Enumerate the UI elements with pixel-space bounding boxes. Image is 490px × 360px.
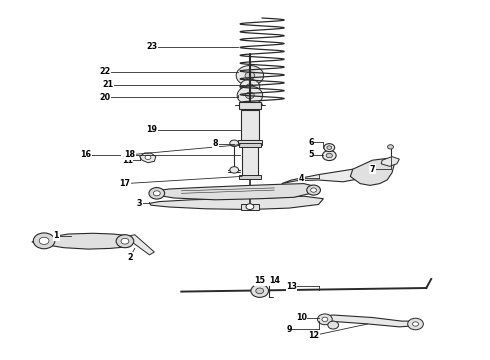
Circle shape (327, 146, 332, 149)
Text: 17: 17 (120, 179, 130, 188)
Text: 18: 18 (124, 150, 135, 159)
Text: 22: 22 (100, 68, 111, 77)
Polygon shape (152, 184, 318, 200)
Text: 19: 19 (147, 125, 157, 134)
Circle shape (230, 140, 239, 147)
Circle shape (326, 153, 332, 158)
Text: 10: 10 (296, 313, 307, 322)
Circle shape (145, 155, 151, 159)
Circle shape (322, 317, 328, 321)
Circle shape (311, 188, 317, 192)
Circle shape (324, 144, 335, 152)
Text: 7: 7 (369, 165, 375, 174)
Bar (238, 140, 262, 145)
Circle shape (121, 238, 129, 244)
Circle shape (245, 92, 254, 99)
Text: 16: 16 (80, 150, 91, 159)
Circle shape (240, 79, 260, 94)
Text: 12: 12 (308, 331, 319, 340)
Circle shape (153, 191, 160, 196)
Polygon shape (282, 169, 368, 184)
Circle shape (307, 185, 320, 195)
Polygon shape (125, 235, 154, 255)
Text: 20: 20 (100, 93, 111, 102)
Circle shape (230, 167, 239, 173)
Text: 4: 4 (298, 174, 304, 183)
Circle shape (251, 284, 269, 297)
Polygon shape (381, 157, 399, 166)
Circle shape (33, 233, 55, 249)
Circle shape (246, 204, 254, 210)
Text: 2: 2 (127, 253, 133, 262)
Circle shape (237, 86, 263, 105)
Circle shape (318, 314, 332, 325)
Circle shape (39, 237, 49, 244)
Polygon shape (318, 315, 421, 327)
Text: 14: 14 (269, 276, 280, 285)
Circle shape (328, 321, 339, 329)
Circle shape (149, 188, 165, 199)
Bar (242, 146, 258, 176)
Circle shape (116, 235, 134, 248)
Polygon shape (32, 233, 135, 249)
Text: 9: 9 (286, 325, 292, 334)
Circle shape (413, 322, 418, 326)
Circle shape (245, 72, 255, 79)
Bar (241, 204, 259, 210)
Circle shape (388, 145, 393, 149)
Circle shape (256, 288, 264, 294)
Polygon shape (149, 196, 323, 210)
Text: 21: 21 (102, 80, 113, 89)
Bar (239, 143, 261, 147)
Bar (239, 175, 261, 179)
Text: 1: 1 (53, 231, 59, 240)
Bar (241, 110, 259, 140)
Bar (239, 102, 261, 109)
Text: 11: 11 (122, 156, 133, 165)
Circle shape (246, 84, 253, 89)
Text: 23: 23 (147, 42, 157, 51)
Polygon shape (140, 153, 156, 163)
Text: 13: 13 (286, 282, 297, 291)
Text: 5: 5 (308, 150, 314, 159)
Text: 3: 3 (137, 199, 143, 208)
Circle shape (322, 150, 336, 161)
Text: 6: 6 (308, 138, 314, 147)
Text: 8: 8 (213, 139, 219, 148)
Circle shape (236, 66, 264, 86)
Text: 15: 15 (254, 276, 265, 285)
Circle shape (408, 318, 423, 330)
Polygon shape (350, 158, 394, 185)
